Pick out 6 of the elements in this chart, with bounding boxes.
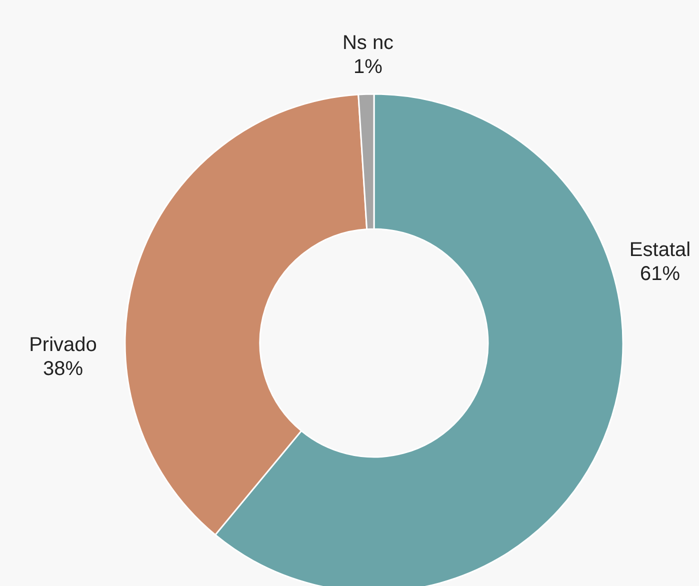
data-label: 1%: [354, 56, 383, 78]
slice-label: Privado: [29, 334, 97, 356]
data-label: 38%: [42, 358, 84, 380]
slice-label: Ns nc: [342, 32, 394, 54]
data-label: 61%: [640, 263, 680, 285]
slice-label: Estatal: [629, 239, 691, 261]
